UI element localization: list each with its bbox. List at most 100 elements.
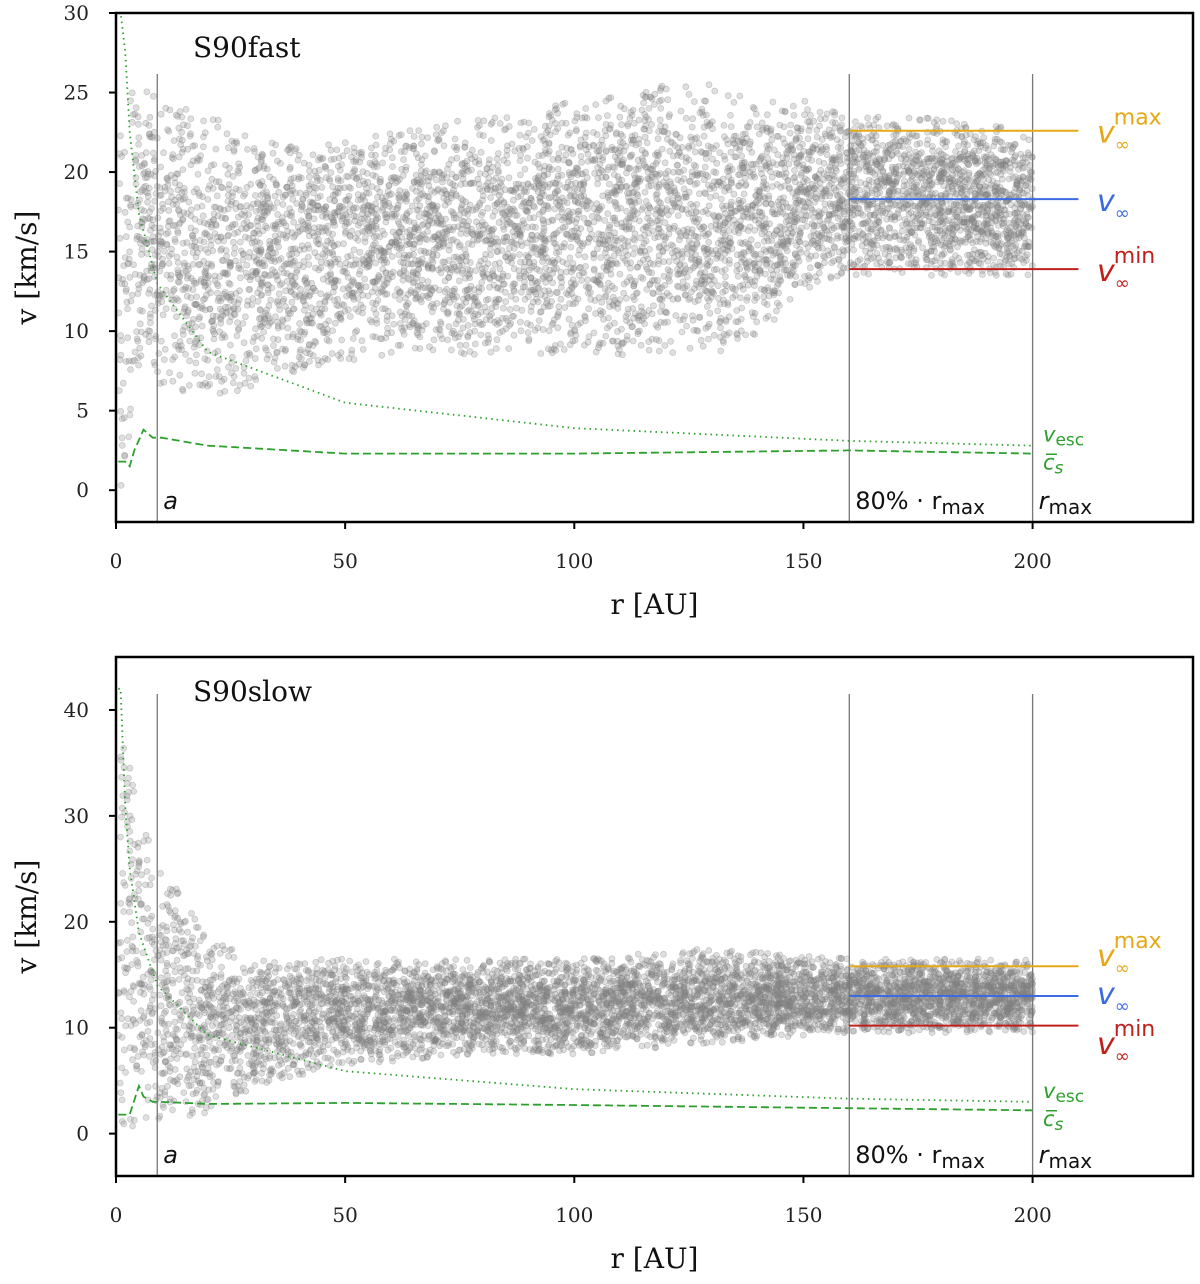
scatter-point bbox=[327, 156, 335, 164]
scatter-point bbox=[190, 242, 198, 250]
scatter-point bbox=[117, 332, 124, 339]
scatter-point bbox=[199, 143, 207, 151]
scatter-point bbox=[525, 337, 533, 345]
scatter-point bbox=[293, 266, 301, 274]
scatter-point bbox=[381, 211, 389, 219]
scatter-point bbox=[767, 125, 775, 133]
scatter-point bbox=[534, 176, 542, 184]
scatter-point bbox=[600, 315, 607, 323]
scatter-point bbox=[458, 217, 466, 225]
scatter-point bbox=[157, 337, 165, 345]
scatter-point bbox=[732, 207, 740, 215]
scatter-point bbox=[535, 317, 543, 325]
scatter-point bbox=[435, 286, 443, 294]
scatter-point bbox=[964, 141, 971, 149]
scatter-point bbox=[193, 249, 201, 257]
scatter-point bbox=[126, 248, 134, 256]
scatter-point bbox=[898, 269, 906, 276]
scatter-point bbox=[509, 205, 517, 213]
scatter-point bbox=[366, 316, 374, 324]
scatter-point bbox=[512, 225, 520, 233]
scatter-point bbox=[477, 331, 485, 339]
scatter-point bbox=[381, 281, 389, 289]
scatter-point bbox=[952, 169, 960, 177]
scatter-point bbox=[555, 150, 563, 157]
scatter-point bbox=[337, 177, 345, 185]
scatter-point bbox=[313, 177, 321, 185]
scatter-point bbox=[378, 194, 386, 202]
scatter-point bbox=[892, 178, 900, 186]
scatter-point bbox=[501, 288, 509, 296]
scatter-point bbox=[455, 277, 463, 285]
scatter-point bbox=[122, 233, 130, 241]
scatter-point bbox=[897, 137, 905, 145]
scatter-point bbox=[1012, 235, 1020, 243]
scatter-point bbox=[721, 280, 729, 288]
scatter-point bbox=[281, 362, 289, 370]
scatter-point bbox=[415, 213, 423, 221]
scatter-point bbox=[365, 224, 373, 232]
scatter-point bbox=[516, 131, 524, 139]
scatter-point bbox=[577, 152, 585, 160]
scatter-point bbox=[838, 114, 846, 122]
scatter-point bbox=[372, 205, 380, 213]
scatter-point bbox=[348, 289, 356, 297]
scatter-point bbox=[465, 285, 473, 293]
scatter-point bbox=[870, 121, 878, 129]
scatter-point bbox=[274, 297, 282, 305]
scatter-point bbox=[144, 198, 152, 206]
scatter-point bbox=[805, 276, 812, 284]
scatter-point bbox=[267, 296, 275, 304]
scatter-point bbox=[647, 93, 655, 101]
scatter-point bbox=[241, 132, 249, 140]
scatter-point bbox=[1020, 259, 1028, 267]
scatter-point bbox=[905, 145, 913, 153]
scatter-point bbox=[616, 345, 623, 353]
scatter-point bbox=[388, 154, 396, 162]
scatter-point bbox=[313, 202, 321, 210]
scatter-point bbox=[677, 107, 685, 115]
scatter-point bbox=[256, 306, 264, 313]
scatter-point bbox=[984, 229, 992, 237]
scatter-point bbox=[838, 121, 845, 129]
scatter-point bbox=[391, 292, 399, 299]
scatter-point bbox=[639, 157, 647, 165]
scatter-point bbox=[813, 126, 821, 134]
scatter-point bbox=[476, 230, 484, 238]
scatter-point bbox=[339, 152, 347, 160]
scatter-point bbox=[599, 168, 607, 175]
scatter-point bbox=[124, 334, 132, 342]
scatter-point bbox=[915, 237, 922, 245]
scatter-point bbox=[186, 337, 194, 345]
scatter-point bbox=[753, 123, 761, 131]
scatter-point bbox=[232, 185, 240, 193]
scatter-point bbox=[142, 330, 150, 338]
scatter-point bbox=[705, 249, 712, 256]
scatter-point bbox=[1006, 168, 1014, 176]
scatter-point bbox=[118, 434, 126, 442]
scatter-point bbox=[212, 145, 220, 153]
scatter-point bbox=[208, 262, 216, 270]
scatter-point bbox=[282, 287, 290, 295]
scatter-point bbox=[169, 151, 177, 159]
scatter-point bbox=[479, 320, 487, 328]
scatter-point bbox=[797, 185, 804, 193]
scatter-point bbox=[339, 214, 347, 222]
scatter-point bbox=[217, 183, 225, 191]
scatter-point bbox=[485, 174, 493, 182]
scatter-point bbox=[685, 237, 693, 245]
scatter-point bbox=[397, 148, 405, 155]
scatter-point bbox=[821, 259, 828, 267]
scatter-point bbox=[176, 371, 184, 379]
scatter-point bbox=[702, 287, 710, 295]
scatter-point bbox=[708, 280, 715, 288]
scatter-point bbox=[631, 277, 639, 285]
scatter-point bbox=[882, 147, 890, 155]
scatter-point bbox=[525, 335, 533, 343]
scatter-point bbox=[657, 105, 665, 112]
scatter-point bbox=[938, 250, 946, 258]
scatter-point bbox=[801, 97, 809, 105]
scatter-point bbox=[373, 185, 381, 192]
scatter-point bbox=[564, 131, 572, 139]
scatter-point bbox=[199, 193, 207, 201]
